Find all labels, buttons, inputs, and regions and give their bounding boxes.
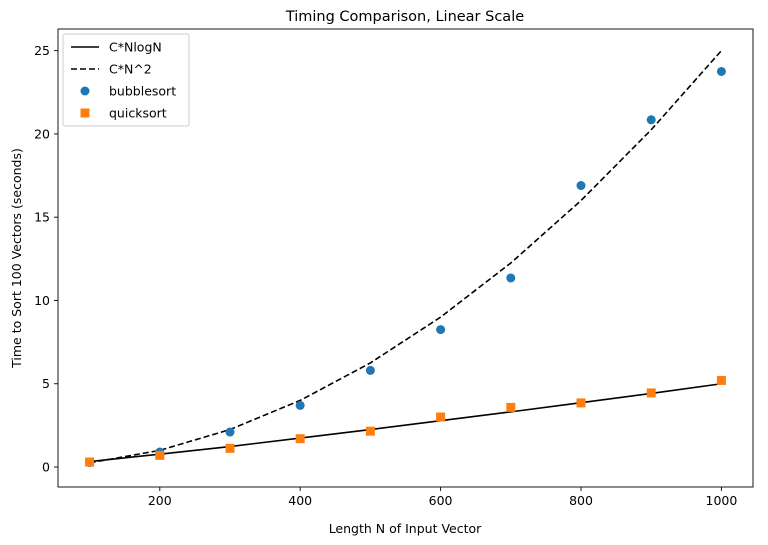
legend-box bbox=[62, 33, 190, 127]
axes: 200 400 600 800 1000 0 5 10 15 20 25 bbox=[34, 43, 737, 508]
legend: C*NlogN C*N^2 bubblesort quicksort bbox=[62, 33, 190, 127]
point-bubblesort bbox=[576, 181, 586, 191]
x-tick-label: 1000 bbox=[706, 493, 738, 508]
y-axis-label: Time to Sort 100 Vectors (seconds) bbox=[9, 148, 24, 369]
y-tick-label: 0 bbox=[42, 460, 50, 475]
point-quicksort bbox=[295, 434, 305, 444]
legend-label-nlogn: C*NlogN bbox=[109, 40, 162, 55]
legend-label-quicksort: quicksort bbox=[109, 106, 167, 121]
point-bubblesort bbox=[436, 325, 446, 335]
y-tick-label: 20 bbox=[34, 126, 50, 141]
x-tick-label: 200 bbox=[148, 493, 172, 508]
point-bubblesort bbox=[716, 66, 726, 76]
series-line-c-nlogn bbox=[89, 382, 722, 463]
plot-frame bbox=[57, 28, 754, 488]
legend-label-bubblesort: bubblesort bbox=[109, 84, 176, 99]
x-tick-label: 600 bbox=[429, 493, 453, 508]
x-axis-label: Length N of Input Vector bbox=[329, 521, 482, 536]
point-quicksort bbox=[225, 443, 235, 453]
point-bubblesort bbox=[506, 273, 516, 283]
point-quicksort bbox=[716, 375, 726, 385]
point-quicksort bbox=[436, 412, 446, 422]
point-bubblesort bbox=[646, 115, 656, 125]
point-bubblesort bbox=[295, 400, 305, 410]
point-quicksort bbox=[576, 398, 586, 408]
series-line-c-n-2 bbox=[89, 50, 723, 464]
y-tick-label: 10 bbox=[34, 293, 50, 308]
legend-label-n2: C*N^2 bbox=[109, 62, 152, 77]
point-quicksort bbox=[646, 388, 656, 398]
legend-marker-quicksort bbox=[80, 108, 90, 118]
y-tick-label: 5 bbox=[42, 376, 50, 391]
x-tick-label: 400 bbox=[288, 493, 312, 508]
x-tick-label: 800 bbox=[569, 493, 593, 508]
chart-title: Timing Comparison, Linear Scale bbox=[285, 9, 524, 25]
point-quicksort bbox=[155, 450, 165, 460]
point-quicksort bbox=[365, 426, 375, 436]
point-quicksort bbox=[85, 457, 95, 467]
point-bubblesort bbox=[365, 365, 375, 375]
legend-marker-bubblesort bbox=[80, 86, 90, 96]
plot-area bbox=[85, 50, 726, 468]
point-bubblesort bbox=[225, 427, 235, 437]
point-quicksort bbox=[506, 402, 516, 412]
y-tick-label: 25 bbox=[34, 43, 50, 58]
y-tick-label: 15 bbox=[34, 210, 50, 225]
